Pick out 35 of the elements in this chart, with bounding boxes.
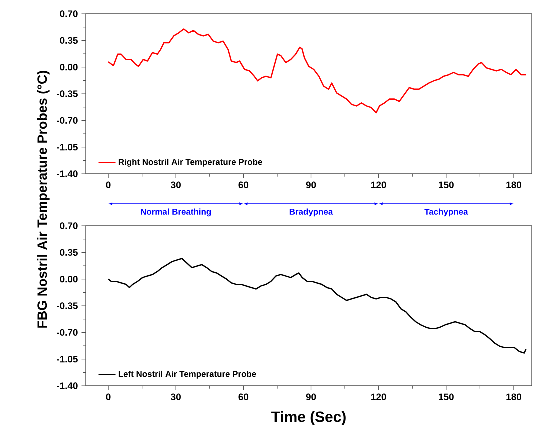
x-axis-title: Time (Sec) <box>272 411 346 426</box>
x-tick-label: 180 <box>506 394 522 400</box>
text: Bradypnea <box>290 208 334 217</box>
y-tick-label: -1.05 <box>57 144 78 151</box>
x-tick-label: 30 <box>171 394 181 400</box>
legend-label: Right Nostril Air Temperature Probe <box>118 158 262 167</box>
y-tick-label: -1.40 <box>57 382 78 390</box>
y-tick-label: 0.70 <box>60 222 78 230</box>
y-tick-label: -1.40 <box>57 170 78 178</box>
x-tick-label: 0 <box>106 182 111 188</box>
x-tick-label: 180 <box>506 182 522 188</box>
y-tick-label: 0.35 <box>60 37 78 44</box>
y-tick-label: 0.70 <box>60 10 78 18</box>
y-tick-label: -0.70 <box>57 117 78 124</box>
y-tick-label: -0.35 <box>57 90 78 98</box>
x-tick-label: 120 <box>372 182 386 188</box>
y-axis-title: FBG Nostril Air Temperature Probes (°C) <box>37 71 50 328</box>
x-tick-label: 150 <box>439 182 454 188</box>
y-tick-label: -1.05 <box>57 356 78 363</box>
text: Normal Breathing <box>141 208 212 217</box>
x-tick-label: 90 <box>306 182 316 188</box>
x-tick-label: 60 <box>238 394 249 400</box>
legend-label: Left Nostril Air Temperature Probe <box>118 370 256 379</box>
x-tick-label: 120 <box>372 394 386 400</box>
y-tick-label: 0.00 <box>60 64 78 71</box>
y-tick-label: 0.00 <box>60 276 78 283</box>
x-tick-label: 90 <box>306 394 316 400</box>
x-tick-label: 0 <box>106 394 111 400</box>
y-tick-label: -0.70 <box>57 329 78 336</box>
y-tick-label: -0.35 <box>57 302 78 310</box>
y-tick-label: 0.35 <box>60 249 78 256</box>
x-tick-label: 60 <box>238 182 249 188</box>
text: Tachypnea <box>424 208 468 217</box>
x-tick-label: 150 <box>439 394 454 400</box>
x-tick-label: 30 <box>171 182 181 188</box>
